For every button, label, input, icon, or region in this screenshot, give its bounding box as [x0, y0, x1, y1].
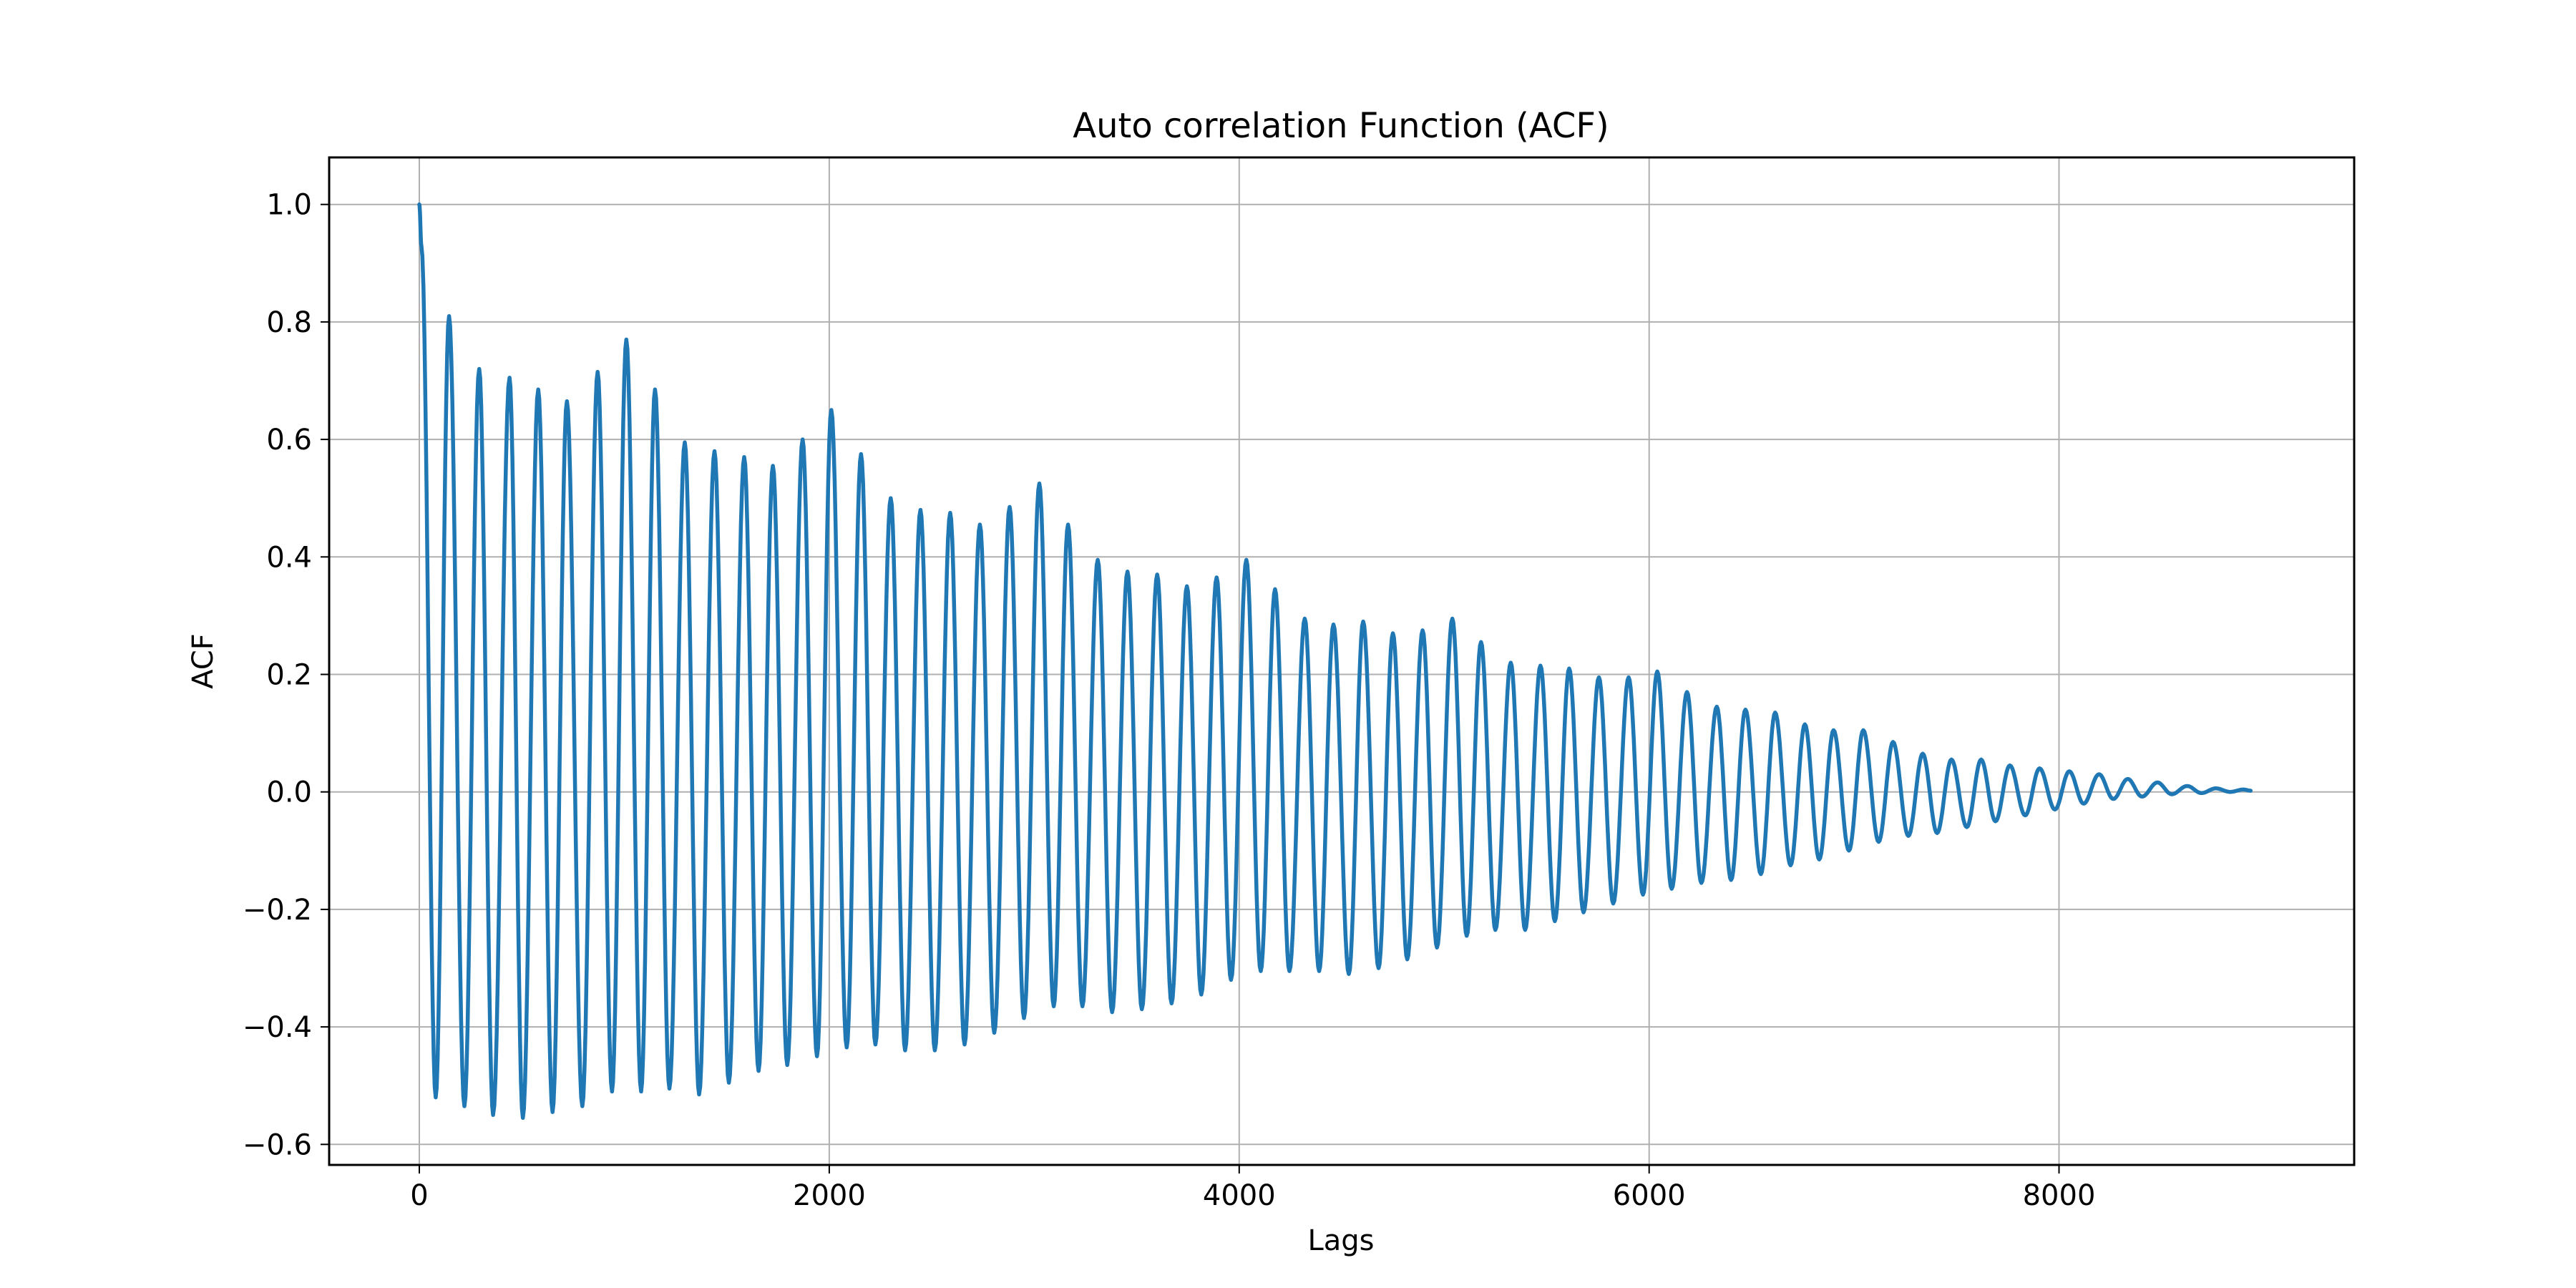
y-tick-label: −0.2: [243, 894, 312, 927]
x-axis: 0 2000 4000 6000 8000: [410, 1165, 2095, 1212]
y-tick-label: 0.0: [266, 776, 312, 809]
plot-frame: [328, 156, 2356, 1166]
gridlines: [329, 157, 2354, 1165]
y-tick-label: 1.0: [266, 189, 312, 222]
y-tick-label: −0.4: [243, 1011, 312, 1044]
chart-title: Auto correlation Function (ACF): [1073, 106, 1609, 146]
x-tick-label: 0: [410, 1179, 428, 1212]
y-tick-label: 0.8: [266, 306, 312, 339]
x-axis-label: Lags: [1307, 1224, 1374, 1257]
y-tick-label: 0.6: [266, 424, 312, 457]
y-tick-label: 0.4: [266, 541, 312, 574]
y-tick-label: −0.6: [243, 1128, 312, 1161]
plot-area: [417, 202, 2253, 1121]
y-axis: 1.0 0.8 0.6 0.4 0.2 0.0 −0.2 −0.4 −0.6: [243, 189, 329, 1161]
x-tick-label: 6000: [1613, 1179, 1686, 1212]
acf-series-line: [417, 202, 2253, 1121]
y-axis-label: ACF: [187, 633, 220, 689]
y-tick-label: 0.2: [266, 659, 312, 692]
x-tick-label: 8000: [2023, 1179, 2096, 1212]
x-tick-label: 2000: [793, 1179, 866, 1212]
x-tick-label: 4000: [1203, 1179, 1276, 1212]
